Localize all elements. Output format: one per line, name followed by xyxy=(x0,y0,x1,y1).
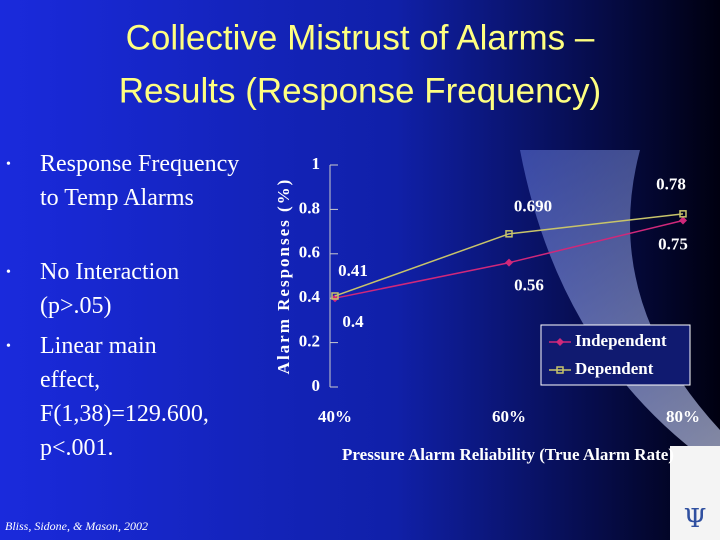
y-axis-title: Alarm Responses (%) xyxy=(274,178,293,375)
value-label: 0.78 xyxy=(656,175,686,194)
y-tick-label: 0.4 xyxy=(299,287,321,306)
marker xyxy=(505,258,513,267)
legend-label: Independent xyxy=(575,331,667,350)
x-tick-label: 40% xyxy=(318,407,352,426)
line xyxy=(334,213,684,297)
bullet-dot: • xyxy=(6,157,11,172)
logo-mark: Ψ xyxy=(684,504,707,534)
bullets: • Response Frequency to Temp Alarms • No Int… xyxy=(6,151,239,461)
title: Collective Mistrust of Alarms – xyxy=(126,18,595,57)
bullet-text: No Interaction (p>.05) xyxy=(40,259,179,319)
bullet-line: effect, xyxy=(40,367,100,393)
bullet-dot: • xyxy=(6,265,11,280)
value-label: 0.690 xyxy=(514,197,552,216)
bullet-line: p<.001. xyxy=(40,435,114,461)
marker xyxy=(679,216,687,225)
logo xyxy=(670,446,720,540)
y-tick-label: 1 xyxy=(312,154,321,173)
bullet-line: No Interaction xyxy=(40,259,179,285)
x-tick-label: 80% xyxy=(666,407,700,426)
x-axis-title: Pressure Alarm Reliability (True Alarm R… xyxy=(342,445,674,464)
marker xyxy=(556,338,564,346)
value-label: 0.56 xyxy=(514,276,544,295)
value-label: 0.41 xyxy=(338,261,368,280)
y-tick-label: 0.6 xyxy=(299,243,320,262)
swoosh xyxy=(300,150,720,470)
marker xyxy=(505,230,513,238)
bullet-line: F(1,38)=129.600, xyxy=(40,401,209,427)
y-tick-label: 0.8 xyxy=(299,198,320,217)
title: Results (Response Frequency) xyxy=(119,71,601,110)
marker xyxy=(331,294,339,303)
chart: 0 0.2 0.4 0.6 0.8 1 40% 60% 80% Alarm Responses (… xyxy=(274,154,700,464)
bullet-line: Linear main xyxy=(40,333,157,359)
value-label: 0.4 xyxy=(342,312,364,331)
bullet-line: Response Frequency xyxy=(40,151,239,177)
marker xyxy=(679,210,687,218)
value-label: 0.75 xyxy=(658,234,688,253)
y-tick-label: 0 xyxy=(312,376,321,395)
x-tick-label: 60% xyxy=(492,407,526,426)
bullet-line: to Temp Alarms xyxy=(40,185,194,211)
bullet-dot: • xyxy=(6,339,11,354)
legend-box xyxy=(540,324,691,386)
marker xyxy=(556,366,564,374)
citation: Bliss, Sidone, & Mason, 2002 xyxy=(5,519,148,533)
marker xyxy=(331,292,339,300)
bullet-line: (p>.05) xyxy=(40,293,112,319)
legend-label: Dependent xyxy=(575,359,654,378)
bullet-text: Linear main effect, F(1,38)=129.600, p<.001… xyxy=(40,333,209,461)
y-tick-label: 0.2 xyxy=(299,332,320,351)
bullet-text: Response Frequency to Temp Alarms xyxy=(40,151,239,211)
